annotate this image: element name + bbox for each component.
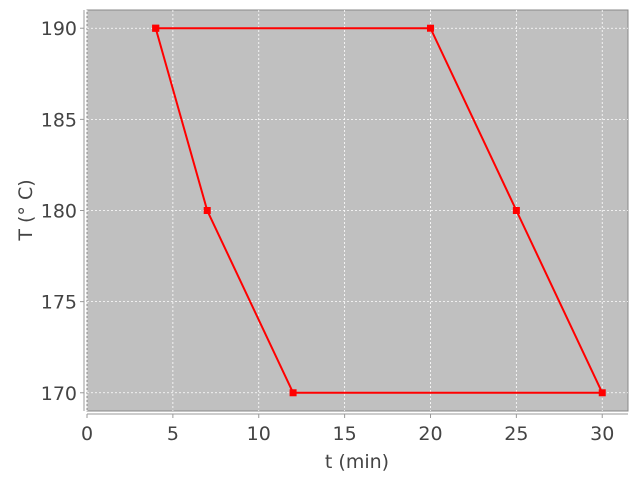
- data-point: [152, 24, 160, 32]
- x-ticks: 0 5 10 15 20 25 30: [81, 414, 614, 445]
- x-tick-label: 20: [418, 423, 442, 445]
- x-tick-label: 5: [167, 423, 179, 445]
- y-tick-label: 190: [41, 18, 77, 40]
- x-tick-label: 15: [333, 423, 357, 445]
- data-point: [598, 389, 606, 397]
- data-point: [426, 24, 434, 32]
- data-point: [289, 389, 297, 397]
- x-axis-label: t (min): [325, 451, 389, 473]
- plot-background: [86, 9, 629, 412]
- data-point: [512, 207, 520, 214]
- data-point: [203, 207, 211, 214]
- x-tick-label: 30: [590, 423, 614, 445]
- x-tick-label: 10: [247, 423, 271, 445]
- y-tick-label: 185: [41, 109, 77, 131]
- y-tick-label: 175: [41, 292, 77, 314]
- series: [152, 24, 606, 397]
- y-tick-label: 180: [41, 201, 77, 223]
- y-tick-label: 170: [41, 383, 77, 405]
- y-ticks: 170 175 180 185 190: [41, 18, 84, 405]
- x-tick-label: 25: [504, 423, 528, 445]
- x-tick-label: 0: [81, 423, 93, 445]
- y-axis-label: T (° C): [15, 179, 37, 241]
